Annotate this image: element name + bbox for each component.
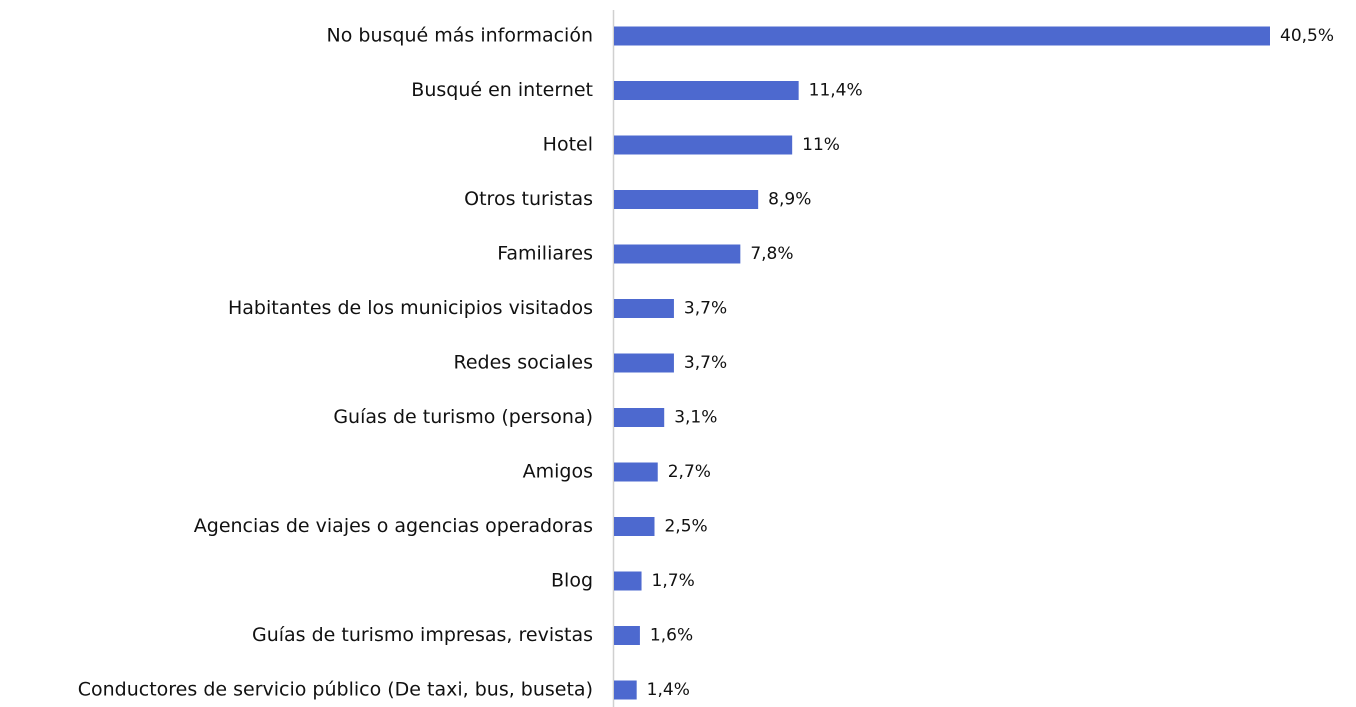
bar <box>614 680 637 700</box>
bar <box>614 353 674 373</box>
bar <box>614 244 741 264</box>
bar <box>614 626 640 645</box>
value-label: 3,1% <box>674 408 717 428</box>
category-label: Otros turistas <box>464 188 593 210</box>
category-label: Guías de turismo impresas, revistas <box>252 624 593 646</box>
value-label: 8,9% <box>768 190 811 210</box>
bar <box>614 571 642 591</box>
category-label: Habitantes de los municipios visitados <box>228 297 593 319</box>
bar <box>614 462 658 482</box>
category-label: Blog <box>551 570 593 592</box>
category-label: Busqué en internet <box>411 79 593 101</box>
bar <box>614 26 1270 46</box>
bar <box>614 517 655 536</box>
value-label: 11,4% <box>809 81 863 101</box>
bar <box>614 299 674 318</box>
value-label: 3,7% <box>684 353 727 373</box>
category-label: Amigos <box>523 461 593 483</box>
bar <box>614 190 759 209</box>
value-label: 1,4% <box>647 680 690 700</box>
category-label: Agencias de viajes o agencias operadoras <box>194 515 593 537</box>
bar <box>614 408 665 427</box>
category-label: No busqué más información <box>327 25 593 47</box>
value-label: 7,8% <box>750 244 793 264</box>
category-label: Conductores de servicio público (De taxi… <box>78 679 593 701</box>
category-label: Familiares <box>497 243 593 265</box>
value-label: 1,7% <box>652 571 695 591</box>
value-label: 2,7% <box>668 462 711 482</box>
value-label: 40,5% <box>1280 26 1334 46</box>
category-label: Hotel <box>543 134 593 156</box>
value-label: 3,7% <box>684 299 727 319</box>
category-label: Redes sociales <box>454 352 594 374</box>
bar <box>614 81 799 100</box>
bar <box>614 135 793 155</box>
value-label: 2,5% <box>664 517 707 537</box>
category-label: Guías de turismo (persona) <box>333 406 593 428</box>
value-label: 1,6% <box>650 626 693 646</box>
value-label: 11% <box>802 135 840 155</box>
